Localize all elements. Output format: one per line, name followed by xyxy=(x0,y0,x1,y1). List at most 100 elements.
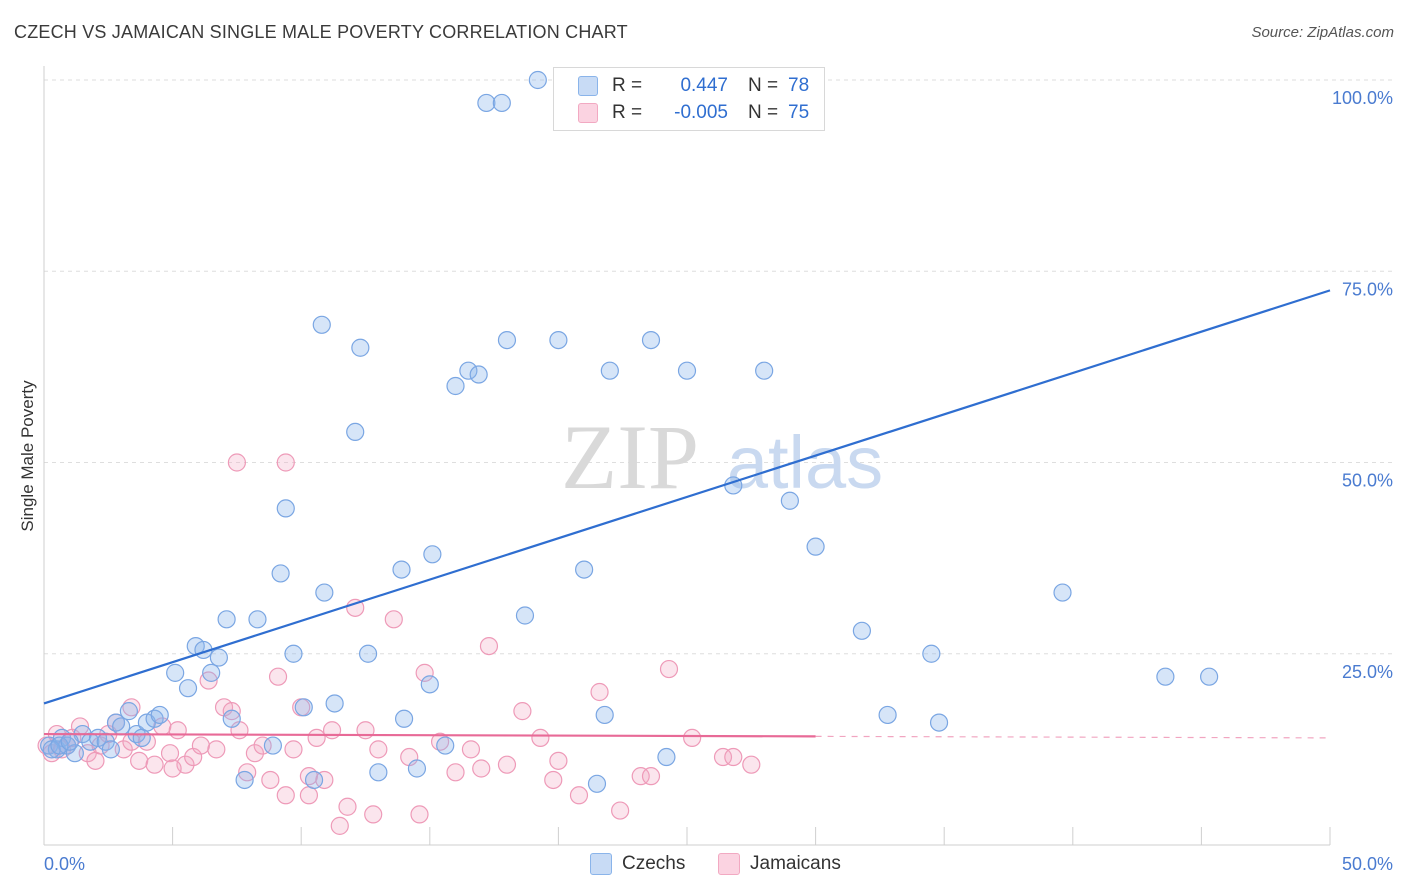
jamaican-point xyxy=(276,786,295,805)
y-tick-label: 25.0% xyxy=(1342,662,1393,682)
czech-point xyxy=(222,709,241,728)
czech-point xyxy=(394,709,414,728)
jamaican-point xyxy=(276,453,295,472)
czech-point xyxy=(132,728,151,748)
czech-point xyxy=(150,705,169,725)
jamaican-point xyxy=(611,801,630,820)
czech-point xyxy=(755,361,774,380)
jamaican-point xyxy=(315,770,334,790)
y-tick-label: 50.0% xyxy=(1342,471,1393,491)
czech-point xyxy=(50,736,69,755)
jamaican-point xyxy=(631,767,650,786)
czech-point xyxy=(235,770,254,790)
x-tick-label: 50.0% xyxy=(1342,854,1393,874)
czech-point xyxy=(217,610,236,629)
jamaican-point xyxy=(531,728,550,748)
czech-point xyxy=(119,702,138,721)
czechs-n-label: N = xyxy=(748,75,779,96)
jamaican-point xyxy=(284,740,303,759)
jamaican-point xyxy=(683,728,702,748)
jamaican-point xyxy=(130,751,149,770)
jamaican-point xyxy=(253,736,272,755)
jamaican-point xyxy=(346,598,365,617)
jamaican-point xyxy=(114,740,133,759)
czechs-trend-line xyxy=(43,289,1331,705)
jamaican-point xyxy=(191,736,210,755)
bottom-legend-jamaicans: Jamaicans xyxy=(718,852,841,876)
czech-point xyxy=(392,560,411,579)
czech-point xyxy=(369,763,388,782)
czechs-legend-swatch xyxy=(590,853,612,875)
grid-lines xyxy=(44,79,1395,655)
czech-point xyxy=(284,644,303,663)
watermark: ZIP atlas xyxy=(561,406,883,508)
czechs-swatch xyxy=(578,76,598,96)
jamaican-point xyxy=(724,747,743,767)
czech-point xyxy=(276,499,295,518)
czech-point xyxy=(423,545,442,564)
jamaican-point xyxy=(227,453,246,472)
jamaicans-r-label: R = xyxy=(612,102,643,123)
czech-point xyxy=(248,610,267,629)
jamaican-point xyxy=(415,663,434,682)
czech-point xyxy=(346,422,365,441)
jamaican-point xyxy=(544,770,563,790)
czech-point xyxy=(595,705,614,725)
czech-point xyxy=(436,736,455,755)
jamaican-point xyxy=(322,721,342,740)
czech-point xyxy=(1200,667,1219,686)
jamaicans-trend-extension xyxy=(815,735,1331,739)
czech-point xyxy=(101,740,120,759)
jamaican-point xyxy=(472,759,491,778)
czech-point xyxy=(351,338,370,357)
czech-point xyxy=(677,361,697,380)
jamaican-point xyxy=(222,702,241,721)
bottom-legend-czechs: Czechs xyxy=(590,852,685,876)
jamaican-point xyxy=(364,805,383,824)
jamaican-point xyxy=(330,816,349,835)
czech-point xyxy=(202,663,221,682)
czech-point xyxy=(315,583,334,602)
czech-point xyxy=(112,717,131,736)
czech-point xyxy=(325,694,344,713)
czech-point xyxy=(446,376,465,396)
jamaican-point xyxy=(86,751,105,770)
jamaican-point xyxy=(338,797,357,816)
jamaican-point xyxy=(446,763,465,782)
czech-point xyxy=(852,621,871,640)
legend-row-czechs: R = 0.447 N = 78 xyxy=(578,74,809,98)
jamaican-point xyxy=(659,659,679,679)
jamaican-point xyxy=(245,744,265,763)
czech-point xyxy=(497,331,517,350)
jamaican-point xyxy=(145,755,164,774)
jamaican-point xyxy=(410,805,429,824)
tick-labels: 25.0% 50.0% 75.0% 100.0% 0.0% 50.0% xyxy=(44,88,1393,874)
czech-point xyxy=(263,736,283,755)
jamaicans-trend-line xyxy=(43,732,816,738)
y-tick-label: 100.0% xyxy=(1332,88,1393,108)
jamaican-point xyxy=(307,728,326,748)
czech-point xyxy=(878,705,897,725)
czech-point xyxy=(166,663,185,682)
jamaican-point xyxy=(268,667,288,686)
jamaican-point xyxy=(549,751,568,770)
jamaican-point xyxy=(713,747,733,767)
jamaican-point xyxy=(513,702,532,721)
czech-point xyxy=(1053,583,1072,602)
jamaicans-swatch xyxy=(578,103,598,123)
czechs-legend-label: Czechs xyxy=(622,853,686,874)
axes xyxy=(43,66,1331,846)
jamaican-point xyxy=(299,786,319,805)
czech-point xyxy=(477,93,496,113)
jamaican-point xyxy=(742,755,761,774)
jamaican-point xyxy=(261,770,280,790)
czech-point xyxy=(65,744,84,763)
stats-legend: R = 0.447 N = 78 R = -0.005 N = 75 xyxy=(553,67,825,131)
chart-title: CZECH VS JAMAICAN SINGLE MALE POVERTY CO… xyxy=(14,22,628,42)
czech-point xyxy=(600,361,619,380)
czech-point xyxy=(528,70,547,90)
jamaican-point xyxy=(461,740,481,759)
czech-point xyxy=(575,560,594,579)
czech-point xyxy=(459,361,478,380)
